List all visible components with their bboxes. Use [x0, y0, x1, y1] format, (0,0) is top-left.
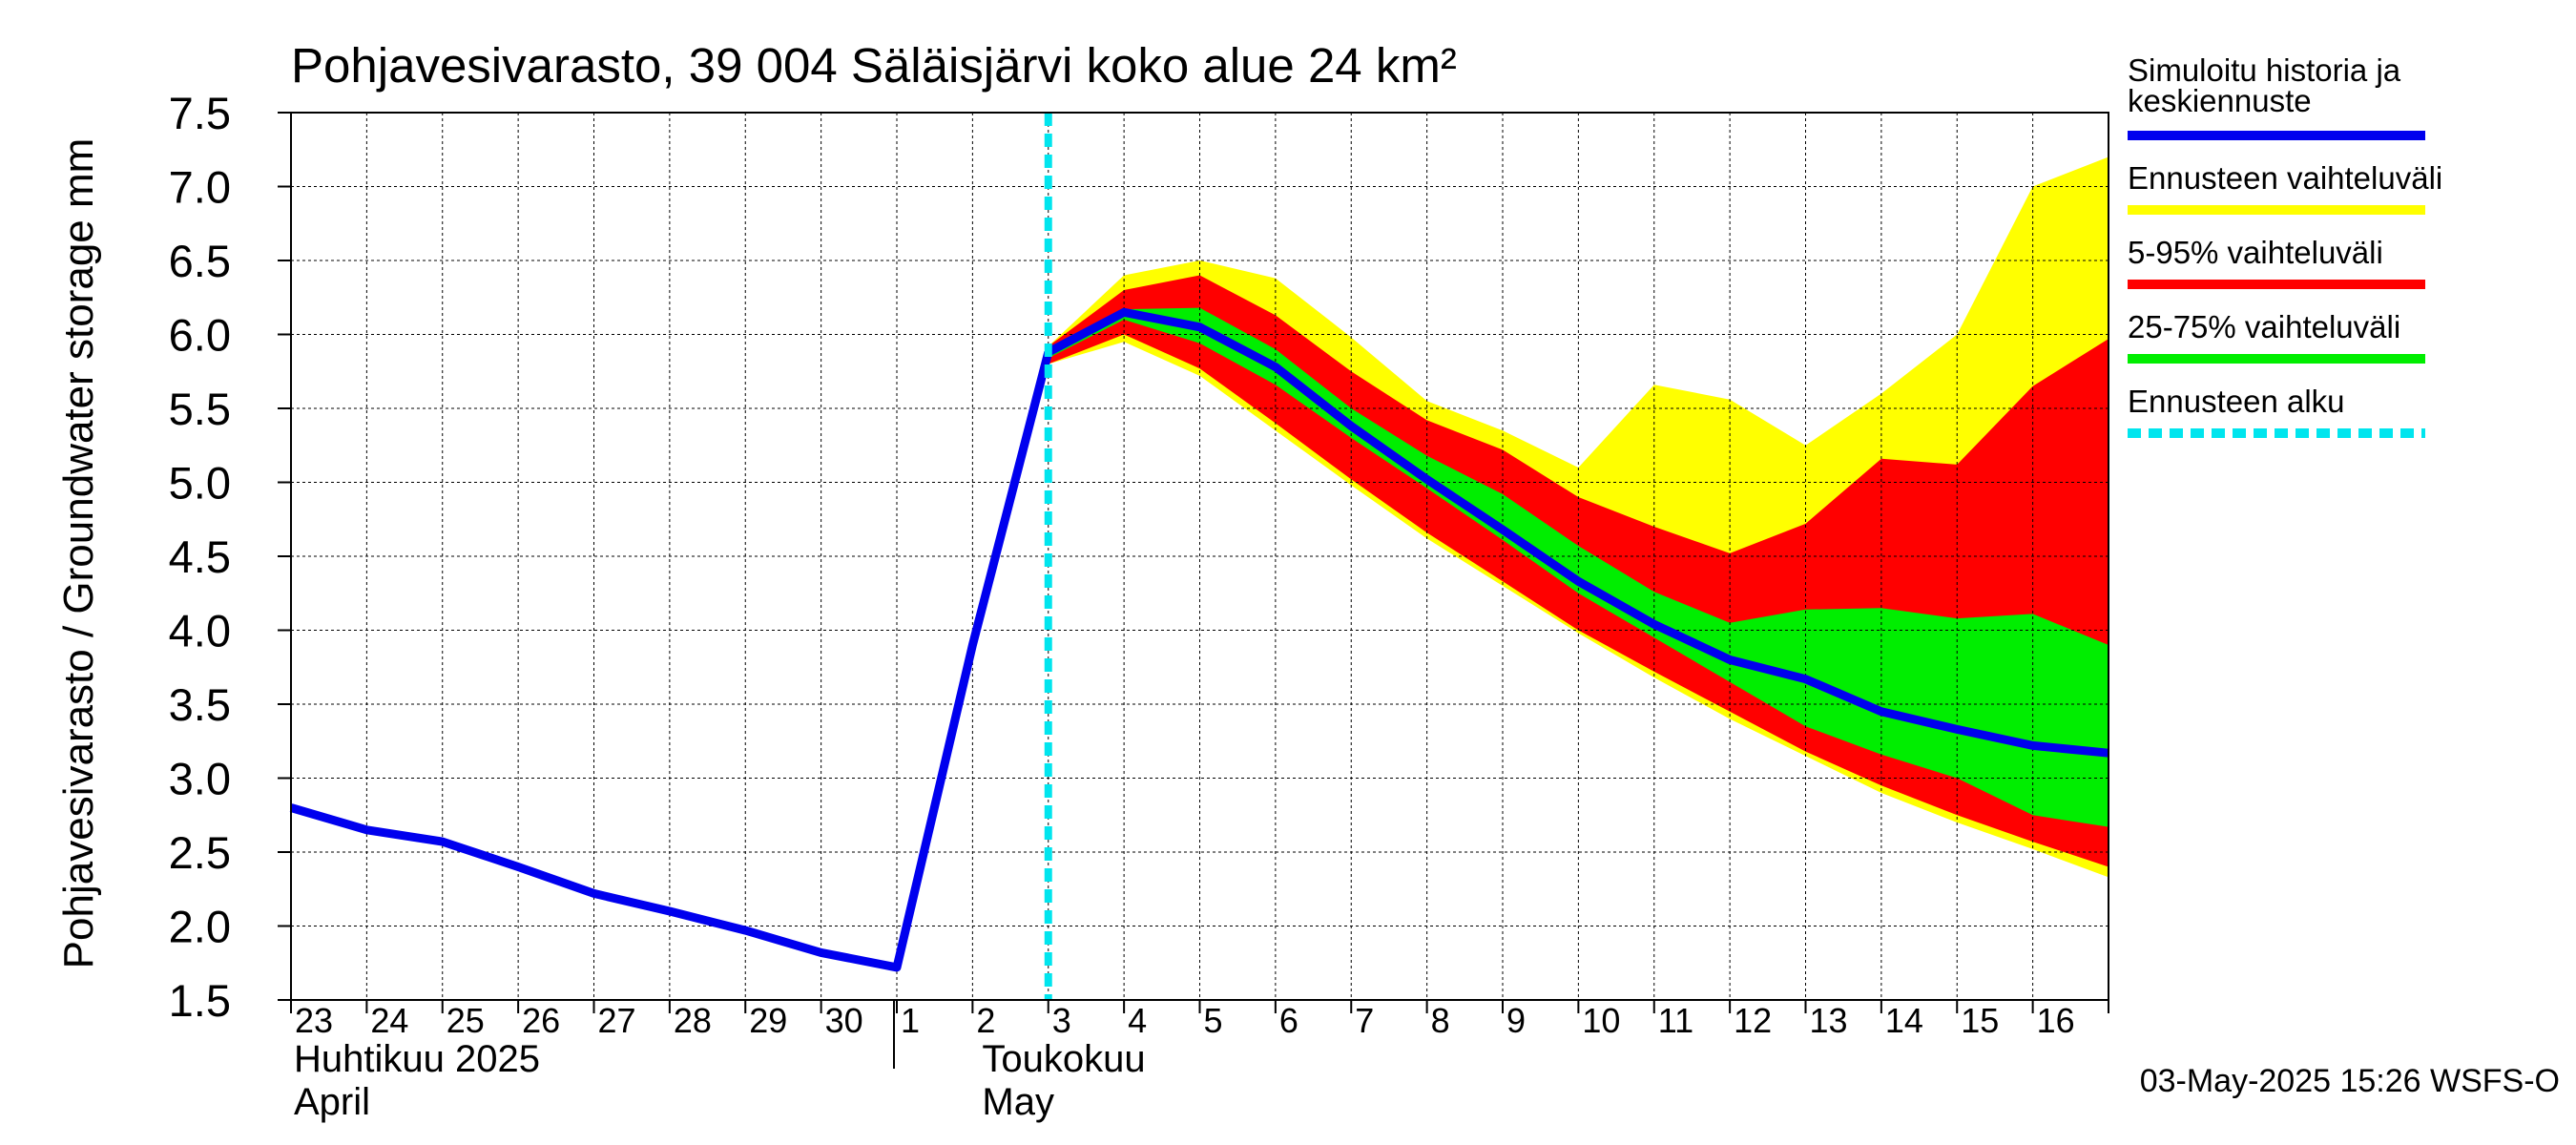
month-label-en: May	[982, 1081, 1054, 1123]
median-forecast-line	[1046, 307, 2109, 758]
x-tick-label: 28	[674, 1001, 712, 1040]
legend-label: 5-95% vaihteluväli	[2128, 235, 2383, 270]
series-lines	[289, 113, 2109, 1000]
x-tick-label: 14	[1885, 1001, 1923, 1040]
legend-item-p5_95: 5-95% vaihteluväli	[2128, 235, 2425, 289]
x-tick-label: 5	[1204, 1001, 1223, 1040]
x-tick-label: 10	[1582, 1001, 1620, 1040]
history-line	[289, 350, 1053, 972]
y-tick-label: 4.0	[169, 606, 231, 656]
x-tick-label: 30	[825, 1001, 863, 1040]
legend-label: Ennusteen vaihteluväli	[2128, 160, 2442, 196]
x-tick-label: 1	[901, 1001, 920, 1040]
x-tick-label: 13	[1810, 1001, 1848, 1040]
grid	[291, 113, 2109, 1000]
x-tick-label: 9	[1506, 1001, 1526, 1040]
y-tick-label: 4.5	[169, 531, 231, 582]
y-tick-label: 5.0	[169, 458, 231, 509]
footer-timestamp: 03-May-2025 15:26 WSFS-O	[2140, 1063, 2560, 1099]
legend-item-p25_75: 25-75% vaihteluväli	[2128, 309, 2425, 364]
legend-item-full_range: Ennusteen vaihteluväli	[2128, 160, 2442, 215]
x-tick-label: 15	[1961, 1001, 1999, 1040]
x-tick-label: 3	[1052, 1001, 1071, 1040]
x-tick-label: 16	[2037, 1001, 2075, 1040]
x-tick-label: 11	[1658, 1001, 1693, 1040]
plot-area	[289, 112, 2109, 1001]
x-tick-label: 27	[598, 1001, 636, 1040]
month-label-en: April	[294, 1081, 370, 1123]
y-tick-label: 3.0	[169, 754, 231, 804]
x-tick-label: 7	[1355, 1001, 1374, 1040]
chart-title: Pohjavesivarasto, 39 004 Säläisjärvi kok…	[291, 38, 1457, 93]
legend-label: Ennusteen alku	[2128, 384, 2345, 419]
x-tick-label: 4	[1128, 1001, 1147, 1040]
month-label: Huhtikuu 2025	[294, 1038, 540, 1080]
x-tick-label: 8	[1431, 1001, 1450, 1040]
y-tick-label: 7.5	[169, 88, 231, 138]
x-tick-label: 25	[447, 1001, 485, 1040]
x-tick-label: 29	[749, 1001, 787, 1040]
y-tick-label: 2.0	[169, 902, 231, 952]
y-tick-label: 5.5	[169, 384, 231, 434]
legend-label: 25-75% vaihteluväli	[2128, 309, 2400, 344]
x-axis: 23 24 25 26 27 28 29 30 1 2 3 4 5 6 7 8 9 10 11 12 13 14 15 16H…	[290, 1000, 2109, 1123]
x-tick-label: 12	[1734, 1001, 1772, 1040]
legend-label: keskiennuste	[2128, 83, 2312, 118]
legend-item-forecast_start: Ennusteen alku	[2128, 384, 2425, 438]
y-tick-label: 7.0	[169, 162, 231, 213]
y-tick-label: 6.5	[169, 236, 231, 286]
y-axis: 1.5 2.0 2.5 3.0 3.5 4.0 4.5 5.0 5.5 6.0 6.5 7.0 7.5	[169, 88, 291, 1026]
y-tick-label: 3.5	[169, 679, 231, 730]
x-tick-label: 24	[370, 1001, 408, 1040]
x-tick-label: 26	[522, 1001, 560, 1040]
x-tick-label: 23	[295, 1001, 333, 1040]
legend-label: Simuloitu historia ja	[2128, 52, 2401, 88]
y-tick-label: 6.0	[169, 310, 231, 361]
x-tick-label: 6	[1279, 1001, 1298, 1040]
y-tick-label: 1.5	[169, 975, 231, 1026]
month-label: Toukokuu	[982, 1038, 1145, 1080]
x-tick-label: 2	[976, 1001, 995, 1040]
y-axis-label: Pohjavesivarasto / Groundwater storage m…	[55, 138, 102, 969]
y-tick-label: 2.5	[169, 827, 231, 878]
